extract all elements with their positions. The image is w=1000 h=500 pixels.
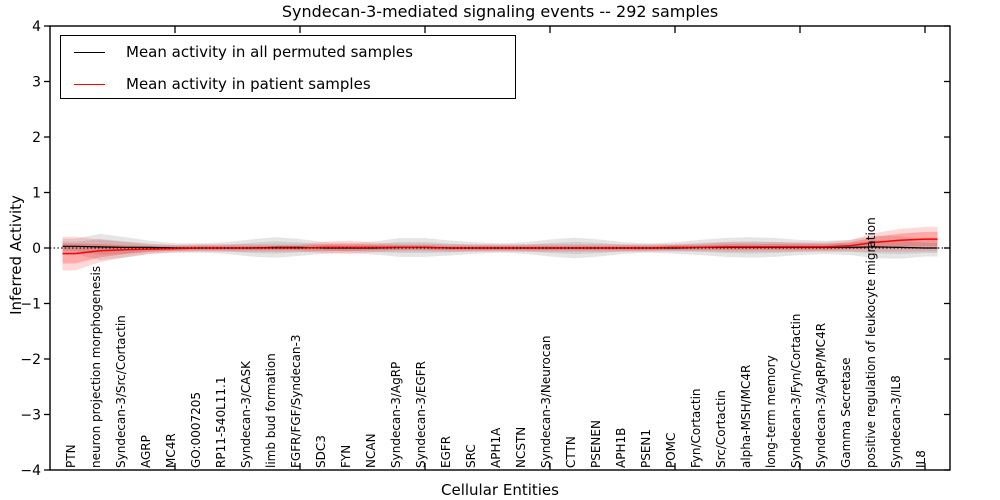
x-category-label: SRC: [464, 444, 478, 468]
x-category-label: Syndecan-3/AgRP/MC4R: [814, 323, 828, 468]
y-tick-label: 3: [32, 75, 41, 91]
x-category-label: MC4R: [164, 433, 178, 468]
patient-line-swatch: [74, 83, 105, 85]
x-category-label: APH1A: [489, 427, 503, 468]
y-tick-label: 2: [32, 130, 41, 146]
y-tick-label: −3: [20, 408, 41, 424]
patient-mean-line: [62, 238, 938, 255]
x-category-label: FGFR/FGF/Syndecan-3: [289, 335, 303, 468]
y-tick-label: −2: [20, 352, 41, 368]
x-category-label: IL8: [914, 450, 928, 468]
x-category-label: Syndecan-3/IL8: [889, 375, 903, 468]
x-category-label: long-term memory: [764, 355, 778, 468]
x-category-label: alpha-MSH/MC4R: [739, 365, 753, 468]
x-category-label: Gamma Secretase: [839, 357, 853, 468]
x-category-label: FYN: [339, 445, 353, 468]
y-tick-label: 1: [32, 186, 41, 202]
x-category-label: Syndecan-3/AgRP: [389, 362, 403, 468]
x-category-label: CTTN: [564, 436, 578, 468]
legend-row-permuted: Mean activity in all permuted samples: [61, 36, 515, 68]
x-category-label: PSEN1: [639, 429, 653, 468]
legend-row-patient: Mean activity in patient samples: [61, 68, 515, 100]
legend-label-patient: Mean activity in patient samples: [126, 75, 371, 93]
x-category-label: PTN: [64, 444, 78, 468]
permuted-band-inner: [62, 239, 938, 255]
x-category-label: Syndecan-3/EGFR: [414, 361, 428, 468]
x-category-label: neuron projection morphogenesis: [89, 266, 103, 468]
x-category-label: limb bud formation: [264, 353, 278, 468]
x-category-label: Syndecan-3/Neurocan: [539, 336, 553, 468]
x-category-label: GO:0007205: [189, 392, 203, 468]
y-tick-label: −1: [20, 297, 41, 313]
y-tick-label: −4: [20, 463, 41, 479]
x-category-label: APH1B: [614, 428, 628, 468]
y-axis-label: Inferred Activity: [7, 195, 25, 315]
legend-label-permuted: Mean activity in all permuted samples: [126, 43, 413, 61]
x-category-label: NCSTN: [514, 427, 528, 468]
x-category-label: Syndecan-3/CASK: [239, 360, 253, 468]
x-category-label: Syndecan-3/Src/Cortactin: [114, 315, 128, 468]
x-category-label: NCAN: [364, 433, 378, 468]
legend: Mean activity in all permuted samples Me…: [60, 35, 516, 99]
x-category-label: AGRP: [139, 435, 153, 468]
x-category-label: RP11-540L11.1: [214, 377, 228, 468]
x-category-label: Fyn/Cortactin: [689, 388, 703, 468]
x-category-label: Src/Cortactin: [714, 390, 728, 468]
chart-title: Syndecan-3-mediated signaling events -- …: [281, 2, 719, 21]
y-tick-label: 4: [32, 19, 41, 35]
x-category-label: Syndecan-3/Fyn/Cortactin: [789, 314, 803, 468]
x-category-label: PSENEN: [589, 420, 603, 468]
x-axis-label: Cellular Entities: [441, 481, 559, 499]
x-category-label: positive regulation of leukocyte migrati…: [864, 217, 878, 468]
permuted-band-outer: [62, 233, 938, 261]
permuted-line-swatch: [74, 51, 105, 53]
x-category-label: POMC: [664, 433, 678, 468]
x-category-label: EGFR: [439, 436, 453, 468]
x-category-label: SDC3: [314, 435, 328, 468]
y-tick-label: 0: [32, 241, 41, 257]
